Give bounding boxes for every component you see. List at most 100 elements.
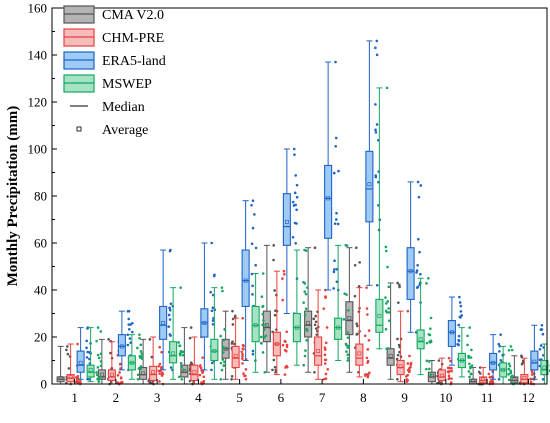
data-point <box>119 367 122 370</box>
box-iqr <box>489 352 498 371</box>
data-point <box>386 300 390 303</box>
data-point <box>140 355 144 358</box>
data-point <box>77 380 81 384</box>
box-iqr <box>159 305 168 340</box>
box-iqr <box>169 341 178 364</box>
box-7 <box>314 288 330 381</box>
box-iqr <box>241 249 250 308</box>
series-cma-v2-0 <box>56 244 527 386</box>
data-point <box>386 347 390 350</box>
data-point <box>415 271 418 274</box>
box-iqr <box>231 345 240 369</box>
box-iqr <box>86 364 95 378</box>
data-point <box>241 352 244 356</box>
box-iqr <box>190 364 199 382</box>
box-iqr <box>386 348 395 366</box>
data-point <box>261 304 265 308</box>
data-point <box>335 280 339 284</box>
data-point <box>230 378 233 381</box>
data-point <box>95 339 98 343</box>
data-point <box>250 272 254 276</box>
box-4 <box>190 335 206 386</box>
data-point <box>303 354 307 358</box>
mean-marker <box>418 337 423 342</box>
data-point <box>384 327 388 331</box>
data-point <box>107 338 110 341</box>
data-point <box>302 301 305 304</box>
data-point <box>295 208 298 212</box>
data-point <box>397 343 401 347</box>
box-iqr <box>262 310 271 343</box>
x-tick-label: 9 <box>401 390 408 405</box>
data-point <box>99 375 103 379</box>
data-point <box>263 336 266 339</box>
data-point <box>168 249 172 253</box>
data-point <box>294 203 297 207</box>
data-point <box>345 244 349 247</box>
mean-marker <box>501 367 506 372</box>
data-point <box>304 349 307 352</box>
data-point <box>510 348 514 352</box>
data-point <box>385 311 389 314</box>
data-point <box>179 286 182 289</box>
data-point <box>167 313 171 317</box>
data-point <box>177 341 180 344</box>
data-point <box>539 328 543 331</box>
data-point <box>396 281 399 285</box>
data-point <box>384 249 388 253</box>
box-9 <box>416 276 433 376</box>
data-point <box>85 356 89 359</box>
data-point <box>244 378 248 381</box>
data-point <box>295 183 299 187</box>
data-point <box>127 323 130 326</box>
data-point <box>157 364 161 368</box>
data-point <box>99 352 103 356</box>
box-iqr <box>355 343 364 366</box>
data-point <box>384 296 387 299</box>
x-tick-label: 4 <box>195 390 202 405</box>
data-point <box>386 265 389 269</box>
data-point <box>409 363 413 366</box>
data-point <box>406 309 410 313</box>
data-point <box>459 304 463 308</box>
data-point <box>167 325 171 328</box>
data-point <box>242 372 245 375</box>
data-point <box>322 378 326 381</box>
data-point <box>181 350 185 354</box>
data-point <box>487 372 491 376</box>
data-point <box>449 381 453 384</box>
data-point <box>129 341 132 344</box>
data-point <box>324 377 328 380</box>
data-point <box>293 221 297 225</box>
data-point <box>312 317 316 321</box>
data-point <box>136 373 140 377</box>
data-point <box>507 372 510 376</box>
data-point <box>96 326 100 329</box>
data-point <box>387 285 391 289</box>
data-point <box>353 263 357 267</box>
data-point <box>263 370 267 374</box>
box-iqr <box>251 305 260 343</box>
data-point <box>358 261 362 264</box>
data-point <box>353 294 357 298</box>
mean-marker <box>408 269 413 274</box>
data-point <box>314 314 318 318</box>
y-tick-label: 0 <box>41 377 48 392</box>
data-point <box>304 307 308 311</box>
data-point <box>211 322 215 326</box>
data-point <box>281 298 284 302</box>
data-point <box>285 345 289 349</box>
data-point <box>354 246 358 249</box>
data-point <box>109 351 112 355</box>
x-tick-label: 11 <box>481 390 494 405</box>
box-6 <box>282 147 299 315</box>
mean-marker <box>192 370 197 375</box>
x-tick-label: 3 <box>154 390 161 405</box>
data-point <box>274 370 277 374</box>
data-point <box>374 174 378 177</box>
data-point <box>346 331 350 334</box>
data-point <box>507 378 511 382</box>
data-point <box>419 184 423 187</box>
y-tick-label: 100 <box>28 142 48 157</box>
data-point <box>374 103 377 106</box>
